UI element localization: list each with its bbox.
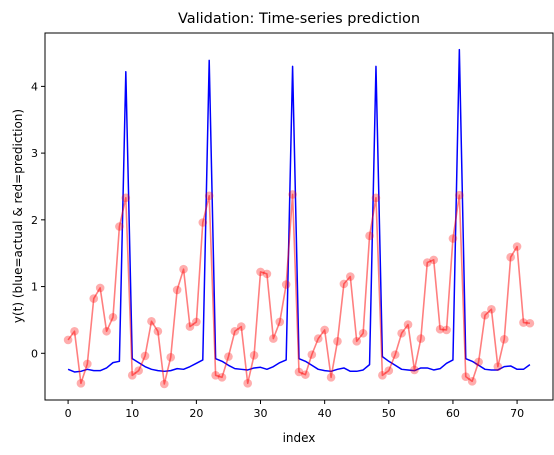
prediction-point (76, 379, 86, 388)
prediction-point (480, 310, 490, 320)
prediction-point (378, 371, 387, 380)
prediction-point (89, 294, 99, 303)
prediction-point (435, 324, 445, 334)
prediction-point (499, 334, 509, 344)
prediction-point (275, 317, 285, 327)
x-tick-label: 40 (318, 407, 332, 420)
y-axis: 0 1 2 3 4 (31, 80, 45, 360)
prediction-point (95, 283, 105, 293)
y-tick-label: 2 (31, 214, 38, 227)
prediction-point (166, 352, 176, 362)
prediction-point (134, 366, 143, 375)
prediction-point (346, 272, 355, 281)
prediction-point (83, 359, 92, 369)
prediction-point (371, 193, 381, 203)
plot-area (63, 48, 535, 389)
prediction-point (301, 370, 310, 379)
prediction-point (307, 350, 317, 359)
x-axis-label: index (283, 431, 316, 445)
prediction-line (67, 193, 530, 385)
prediction-point (467, 377, 477, 386)
prediction-point (410, 365, 419, 375)
prediction-point (487, 304, 496, 314)
prediction-point (147, 316, 156, 326)
prediction-point (153, 326, 163, 336)
x-tick-label: 70 (510, 407, 524, 420)
prediction-point (121, 193, 131, 203)
y-tick-label: 3 (31, 147, 38, 160)
prediction-point (179, 264, 188, 274)
prediction-point (115, 222, 124, 231)
prediction-point (429, 255, 439, 265)
prediction-point (339, 279, 349, 289)
y-axis-label: y(t) (blue=actual & red=prediction) (11, 109, 25, 323)
prediction-point (108, 312, 118, 322)
prediction-point (313, 334, 323, 343)
x-axis: 0 10 20 30 40 50 60 70 (65, 400, 524, 420)
prediction-point (352, 336, 362, 346)
prediction-point (416, 334, 426, 343)
x-tick-label: 50 (382, 407, 396, 420)
prediction-point (127, 371, 137, 380)
prediction-point (249, 350, 259, 360)
prediction-point (519, 318, 528, 327)
prediction-point (294, 367, 304, 377)
prediction-point (506, 252, 515, 262)
prediction-point (474, 357, 483, 367)
prediction-point (403, 320, 413, 329)
prediction-point (461, 372, 471, 381)
prediction-point (256, 267, 265, 277)
prediction-point (70, 326, 79, 336)
prediction-point (512, 242, 522, 251)
prediction-point (224, 352, 233, 361)
prediction-point (198, 218, 208, 227)
prediction-point (384, 366, 394, 375)
x-tick-label: 10 (125, 407, 139, 420)
prediction-point (236, 322, 246, 331)
y-tick-label: 4 (31, 80, 38, 93)
prediction-point (365, 231, 374, 241)
prediction-point (204, 191, 214, 201)
chart-title: Validation: Time-series prediction (178, 11, 420, 27)
x-tick-label: 30 (254, 407, 268, 420)
prediction-point (281, 280, 291, 289)
x-tick-label: 0 (65, 407, 72, 420)
prediction-point (211, 371, 220, 380)
prediction-point (262, 269, 272, 279)
plot-frame (44, 32, 554, 401)
prediction-point (455, 190, 464, 200)
prediction-point (358, 328, 368, 338)
prediction-point (185, 322, 195, 331)
prediction-point (333, 336, 342, 346)
prediction-point (525, 318, 535, 328)
prediction-point (326, 373, 336, 382)
prediction-point (390, 350, 400, 359)
prediction-point (102, 326, 111, 336)
prediction-point (288, 190, 297, 199)
y-tick-label: 0 (31, 347, 38, 360)
prediction-point (192, 317, 201, 327)
prediction-point (63, 335, 73, 345)
prediction-point (172, 285, 182, 295)
prediction-point (442, 325, 451, 335)
prediction-point (140, 351, 150, 361)
prediction-point (160, 379, 169, 389)
x-tick-label: 60 (446, 407, 460, 420)
x-tick-label: 20 (189, 407, 203, 420)
prediction-point (493, 362, 503, 371)
prediction-point (269, 334, 278, 343)
prediction-point (397, 328, 406, 338)
y-tick-label: 1 (31, 281, 38, 294)
prediction-point (448, 234, 458, 243)
prediction-point (243, 379, 252, 388)
prediction-point (217, 373, 227, 382)
prediction-point (320, 325, 329, 335)
prediction-point (422, 258, 432, 267)
prediction-point (230, 326, 240, 336)
